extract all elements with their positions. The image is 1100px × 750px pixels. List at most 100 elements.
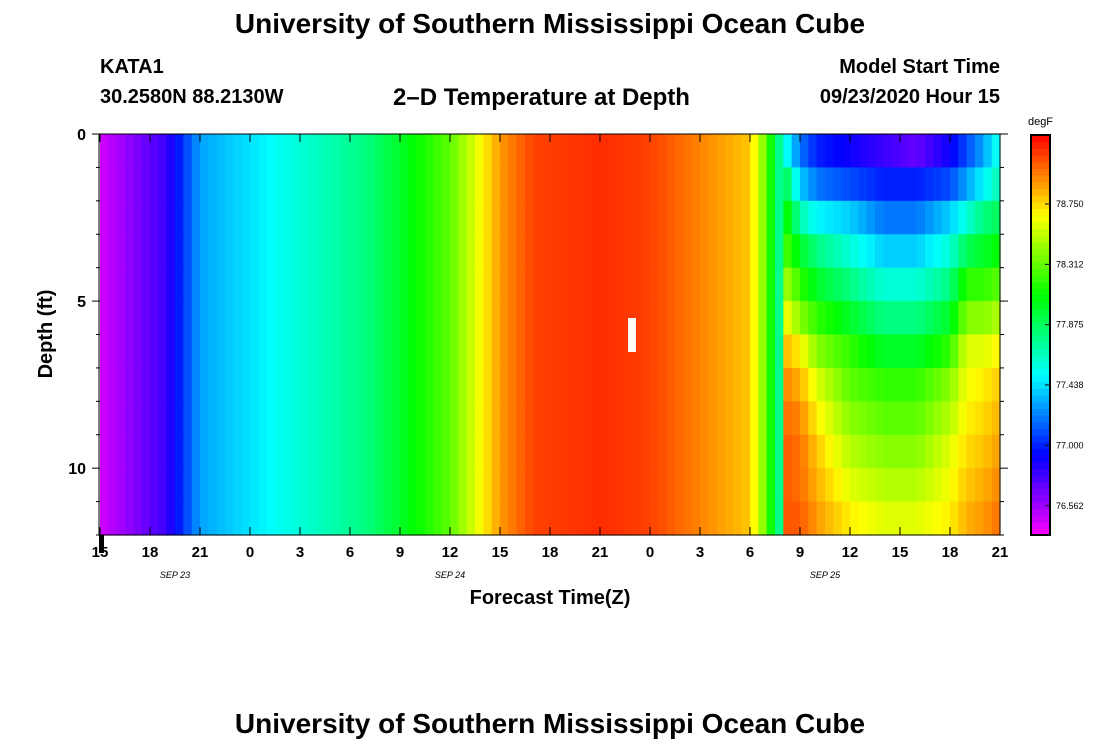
colorbar-swatch: [1031, 521, 1050, 529]
x-tick-label: 15: [892, 544, 909, 561]
heatmap-cell: [925, 468, 934, 503]
heatmap-cell: [966, 501, 976, 536]
heatmap-cell: [875, 434, 884, 469]
heatmap-cell: [483, 134, 493, 169]
heatmap-cell: [683, 301, 693, 336]
heatmap-cell: [750, 301, 759, 336]
heatmap-cell: [391, 134, 401, 169]
heatmap-cell: [433, 468, 443, 503]
heatmap-cell: [833, 234, 843, 269]
heatmap-cell: [366, 434, 376, 469]
heatmap-cell: [491, 367, 501, 402]
colorbar-swatch: [1031, 421, 1050, 429]
heatmap-cell: [958, 301, 968, 336]
heatmap-cell: [250, 434, 259, 469]
heatmap-cell: [291, 401, 301, 436]
heatmap-cell: [850, 468, 859, 503]
heatmap-cell: [275, 234, 284, 269]
heatmap-cell: [216, 367, 226, 402]
heatmap-cell: [300, 367, 309, 402]
heatmap-cell: [825, 501, 834, 536]
heatmap-cell: [258, 401, 268, 436]
heatmap-cell: [583, 167, 593, 202]
heatmap-cell: [708, 468, 718, 503]
heatmap-cell: [641, 134, 651, 169]
colorbar-swatch: [1031, 148, 1050, 156]
heatmap-cell: [208, 434, 218, 469]
heatmap-cell: [291, 267, 301, 302]
heatmap-cell: [458, 334, 468, 369]
heatmap-cell: [941, 134, 951, 169]
heatmap-cell: [225, 200, 234, 235]
heatmap-cell: [241, 401, 251, 436]
heatmap-cell: [908, 134, 918, 169]
heatmap-cell: [975, 501, 984, 536]
heatmap-cell: [141, 367, 151, 402]
heatmap-cell: [100, 267, 109, 302]
heatmap-cell: [308, 234, 318, 269]
heatmap-cell: [433, 234, 443, 269]
heatmap-cell: [991, 134, 1001, 169]
heatmap-cell: [233, 501, 243, 536]
heatmap-cell: [241, 234, 251, 269]
station-id: KATA1: [100, 56, 164, 78]
heatmap-cell: [525, 367, 534, 402]
heatmap-cell: [866, 334, 876, 369]
heatmap-cell: [208, 401, 218, 436]
heatmap-cell: [250, 200, 259, 235]
heatmap-cell: [266, 301, 276, 336]
heatmap-cell: [691, 501, 701, 536]
heatmap-cell: [666, 434, 676, 469]
heatmap-cell: [791, 200, 801, 235]
heatmap-cell: [275, 401, 284, 436]
heatmap-cell: [991, 367, 1001, 402]
heatmap-cell: [550, 401, 559, 436]
heatmap-cell: [133, 301, 143, 336]
heatmap-cell: [858, 468, 868, 503]
heatmap-cell: [375, 267, 384, 302]
heatmap-cell: [275, 200, 284, 235]
heatmap-cell: [375, 234, 384, 269]
heatmap-cell: [841, 434, 851, 469]
heatmap-cell: [583, 267, 593, 302]
heatmap-cell: [333, 134, 343, 169]
heatmap-cell: [316, 167, 326, 202]
heatmap-cell: [141, 200, 151, 235]
colorbar-swatch: [1031, 361, 1050, 369]
heatmap-cell: [175, 501, 184, 536]
heatmap-cell: [325, 301, 334, 336]
heatmap-cell: [700, 301, 709, 336]
heatmap-cell: [933, 134, 943, 169]
colorbar-swatch: [1031, 301, 1050, 309]
heatmap-cell: [283, 301, 293, 336]
heatmap-cell: [766, 434, 776, 469]
heatmap-cell: [675, 200, 684, 235]
heatmap-cell: [566, 367, 576, 402]
heatmap-cell: [925, 501, 934, 536]
heatmap-cell: [150, 200, 159, 235]
heatmap-cell: [341, 367, 351, 402]
heatmap-cell: [691, 234, 701, 269]
heatmap-cell: [608, 200, 618, 235]
heatmap-cell: [241, 501, 251, 536]
model-start-value: 09/23/2020 Hour 15: [819, 86, 1000, 108]
heatmap-cell: [475, 200, 484, 235]
heatmap-cell: [308, 334, 318, 369]
heatmap-cell: [300, 468, 309, 503]
heatmap-cell: [975, 234, 984, 269]
x-tick-label: 21: [592, 544, 609, 561]
heatmap-cell: [458, 434, 468, 469]
x-tick-label: 15: [492, 544, 509, 561]
heatmap-cell: [133, 267, 143, 302]
heatmap-cell: [125, 501, 134, 536]
heatmap-cell: [616, 267, 626, 302]
heatmap-cell: [591, 367, 601, 402]
heatmap-cell: [775, 401, 784, 436]
heatmap-cell: [366, 167, 376, 202]
heatmap-cell: [975, 167, 984, 202]
heatmap-cell: [616, 134, 626, 169]
heatmap-cell: [191, 200, 201, 235]
heatmap-cell: [716, 234, 726, 269]
heatmap-cell: [833, 334, 843, 369]
heatmap-cell: [441, 434, 451, 469]
